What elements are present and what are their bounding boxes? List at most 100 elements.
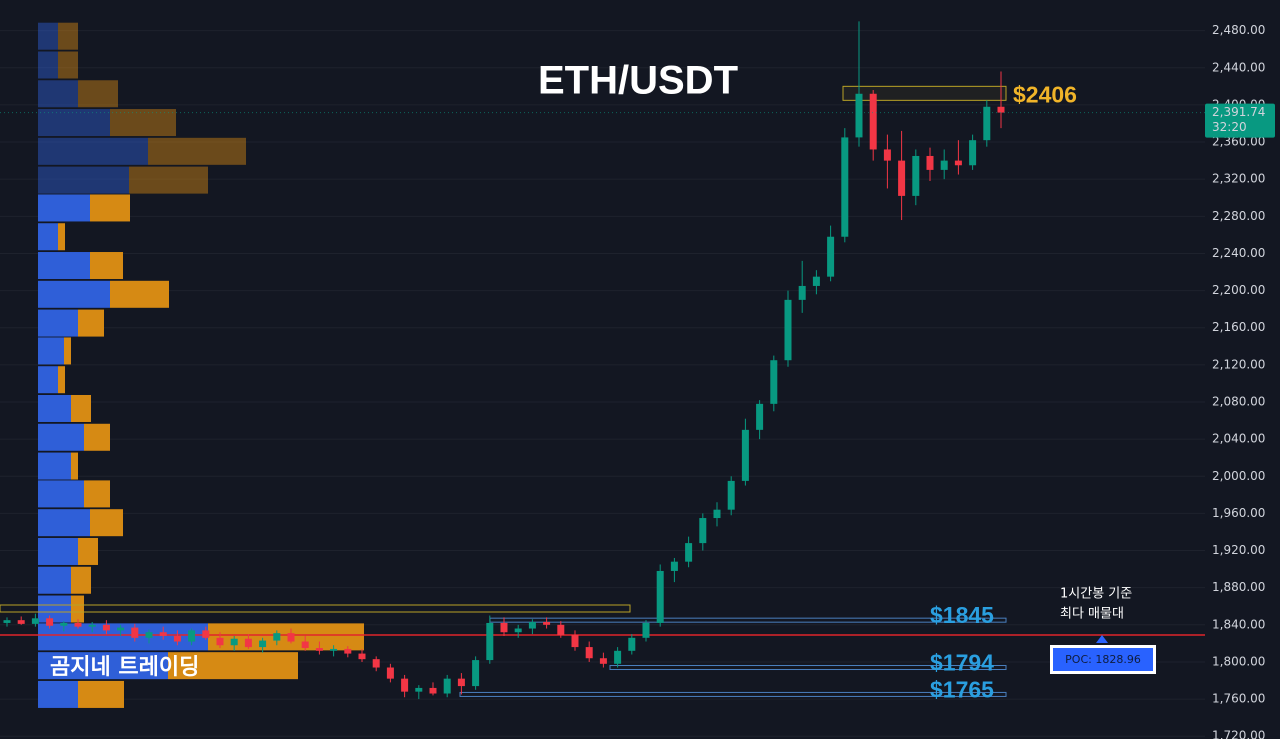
candle-body: [528, 622, 536, 629]
candle-body: [898, 160, 906, 196]
watermark: 곰지네 트레이딩: [50, 655, 199, 680]
chart-title: ETH/USDT: [538, 59, 738, 103]
profile-buy: [38, 194, 90, 222]
candle-body: [543, 622, 551, 625]
candle-body: [741, 429, 749, 481]
profile-sell: [129, 166, 208, 194]
profile-buy: [38, 537, 78, 565]
candle-body: [102, 624, 110, 631]
candle-body: [301, 641, 309, 649]
profile-buy: [38, 366, 58, 394]
candle-body: [855, 93, 863, 138]
candle-body: [344, 648, 352, 654]
profile-buy: [38, 595, 71, 623]
candle-body: [926, 155, 934, 170]
profile-sell: [78, 537, 98, 565]
profile-buy: [38, 137, 148, 165]
profile-sell: [71, 566, 91, 594]
candle-body: [727, 480, 735, 510]
profile-buy: [38, 22, 58, 50]
profile-buy: [38, 480, 84, 508]
y-tick-label: 2,360.00: [1212, 135, 1265, 149]
y-tick-label: 2,320.00: [1212, 172, 1265, 186]
candle-body: [287, 633, 295, 642]
candle-body: [173, 635, 181, 642]
candle-body: [912, 155, 920, 196]
y-tick-label: 1,800.00: [1212, 654, 1265, 668]
candle-body: [486, 622, 494, 661]
candle-body: [670, 561, 678, 571]
profile-buy: [38, 280, 110, 308]
profile-sell: [58, 366, 65, 394]
candle-body: [472, 660, 480, 687]
candle-body: [244, 638, 252, 648]
candle-body: [457, 678, 465, 687]
candle-body: [954, 160, 962, 166]
y-tick-label: 2,200.00: [1212, 283, 1265, 297]
candle-body: [883, 149, 891, 161]
candle-body: [273, 633, 281, 641]
profile-buy: [38, 252, 90, 280]
profile-sell: [208, 623, 364, 651]
profile-buy: [38, 337, 64, 365]
y-tick-label: 2,080.00: [1212, 394, 1265, 408]
candle-body: [827, 236, 835, 277]
last-price-tag: [1205, 103, 1275, 138]
candle-body: [88, 624, 96, 627]
candle-body: [585, 647, 593, 659]
profile-buy: [38, 309, 78, 337]
candle-body: [60, 622, 68, 626]
candle-body: [869, 93, 877, 150]
candle-body: [841, 137, 849, 237]
y-tick-label: 2,160.00: [1212, 320, 1265, 334]
candle-body: [230, 638, 238, 646]
y-tick-label: 2,120.00: [1212, 357, 1265, 371]
candle-body: [685, 543, 693, 562]
profile-sell: [110, 109, 176, 137]
y-tick-label: 2,480.00: [1212, 23, 1265, 37]
last-price-label: 2,391.74: [1212, 105, 1265, 119]
profile-sell: [78, 309, 104, 337]
profile-buy: [38, 166, 129, 194]
candle-body: [756, 403, 764, 430]
level-box: [459, 691, 1007, 697]
candle-body: [599, 658, 607, 664]
y-tick-label: 2,440.00: [1212, 60, 1265, 74]
candle-body: [315, 648, 323, 651]
candle-body: [557, 624, 565, 636]
profile-sell: [90, 509, 123, 537]
candle-body: [74, 622, 82, 627]
candle-body: [798, 285, 806, 300]
y-tick-label: 1,840.00: [1212, 617, 1265, 631]
profile-buy: [38, 452, 71, 480]
profile-sell: [84, 423, 110, 451]
profile-sell: [78, 80, 118, 108]
profile-sell: [110, 280, 169, 308]
candle-body: [614, 650, 622, 664]
profile-buy: [38, 509, 90, 537]
profile-sell: [64, 337, 71, 365]
y-tick-label: 1,920.00: [1212, 543, 1265, 557]
candle-body: [997, 106, 1005, 113]
level-box: [842, 85, 1007, 101]
candle-body: [401, 678, 409, 692]
y-tick-label: 1,880.00: [1212, 580, 1265, 594]
candle-body: [443, 678, 451, 694]
candle-body: [628, 637, 636, 651]
candle-body: [571, 635, 579, 648]
y-tick-label: 1,720.00: [1212, 729, 1265, 739]
candle-body: [770, 360, 778, 404]
candle-body: [713, 509, 721, 519]
profile-sell: [71, 595, 84, 623]
profile-sell: [71, 394, 91, 422]
y-tick-label: 2,280.00: [1212, 209, 1265, 223]
candle-body: [784, 299, 792, 361]
y-tick-label: 2,040.00: [1212, 432, 1265, 446]
profile-sell: [58, 223, 65, 251]
profile-sell: [58, 22, 78, 50]
poc-box: [1053, 648, 1153, 671]
profile-buy: [38, 80, 78, 108]
countdown: 32:20: [1212, 120, 1247, 134]
